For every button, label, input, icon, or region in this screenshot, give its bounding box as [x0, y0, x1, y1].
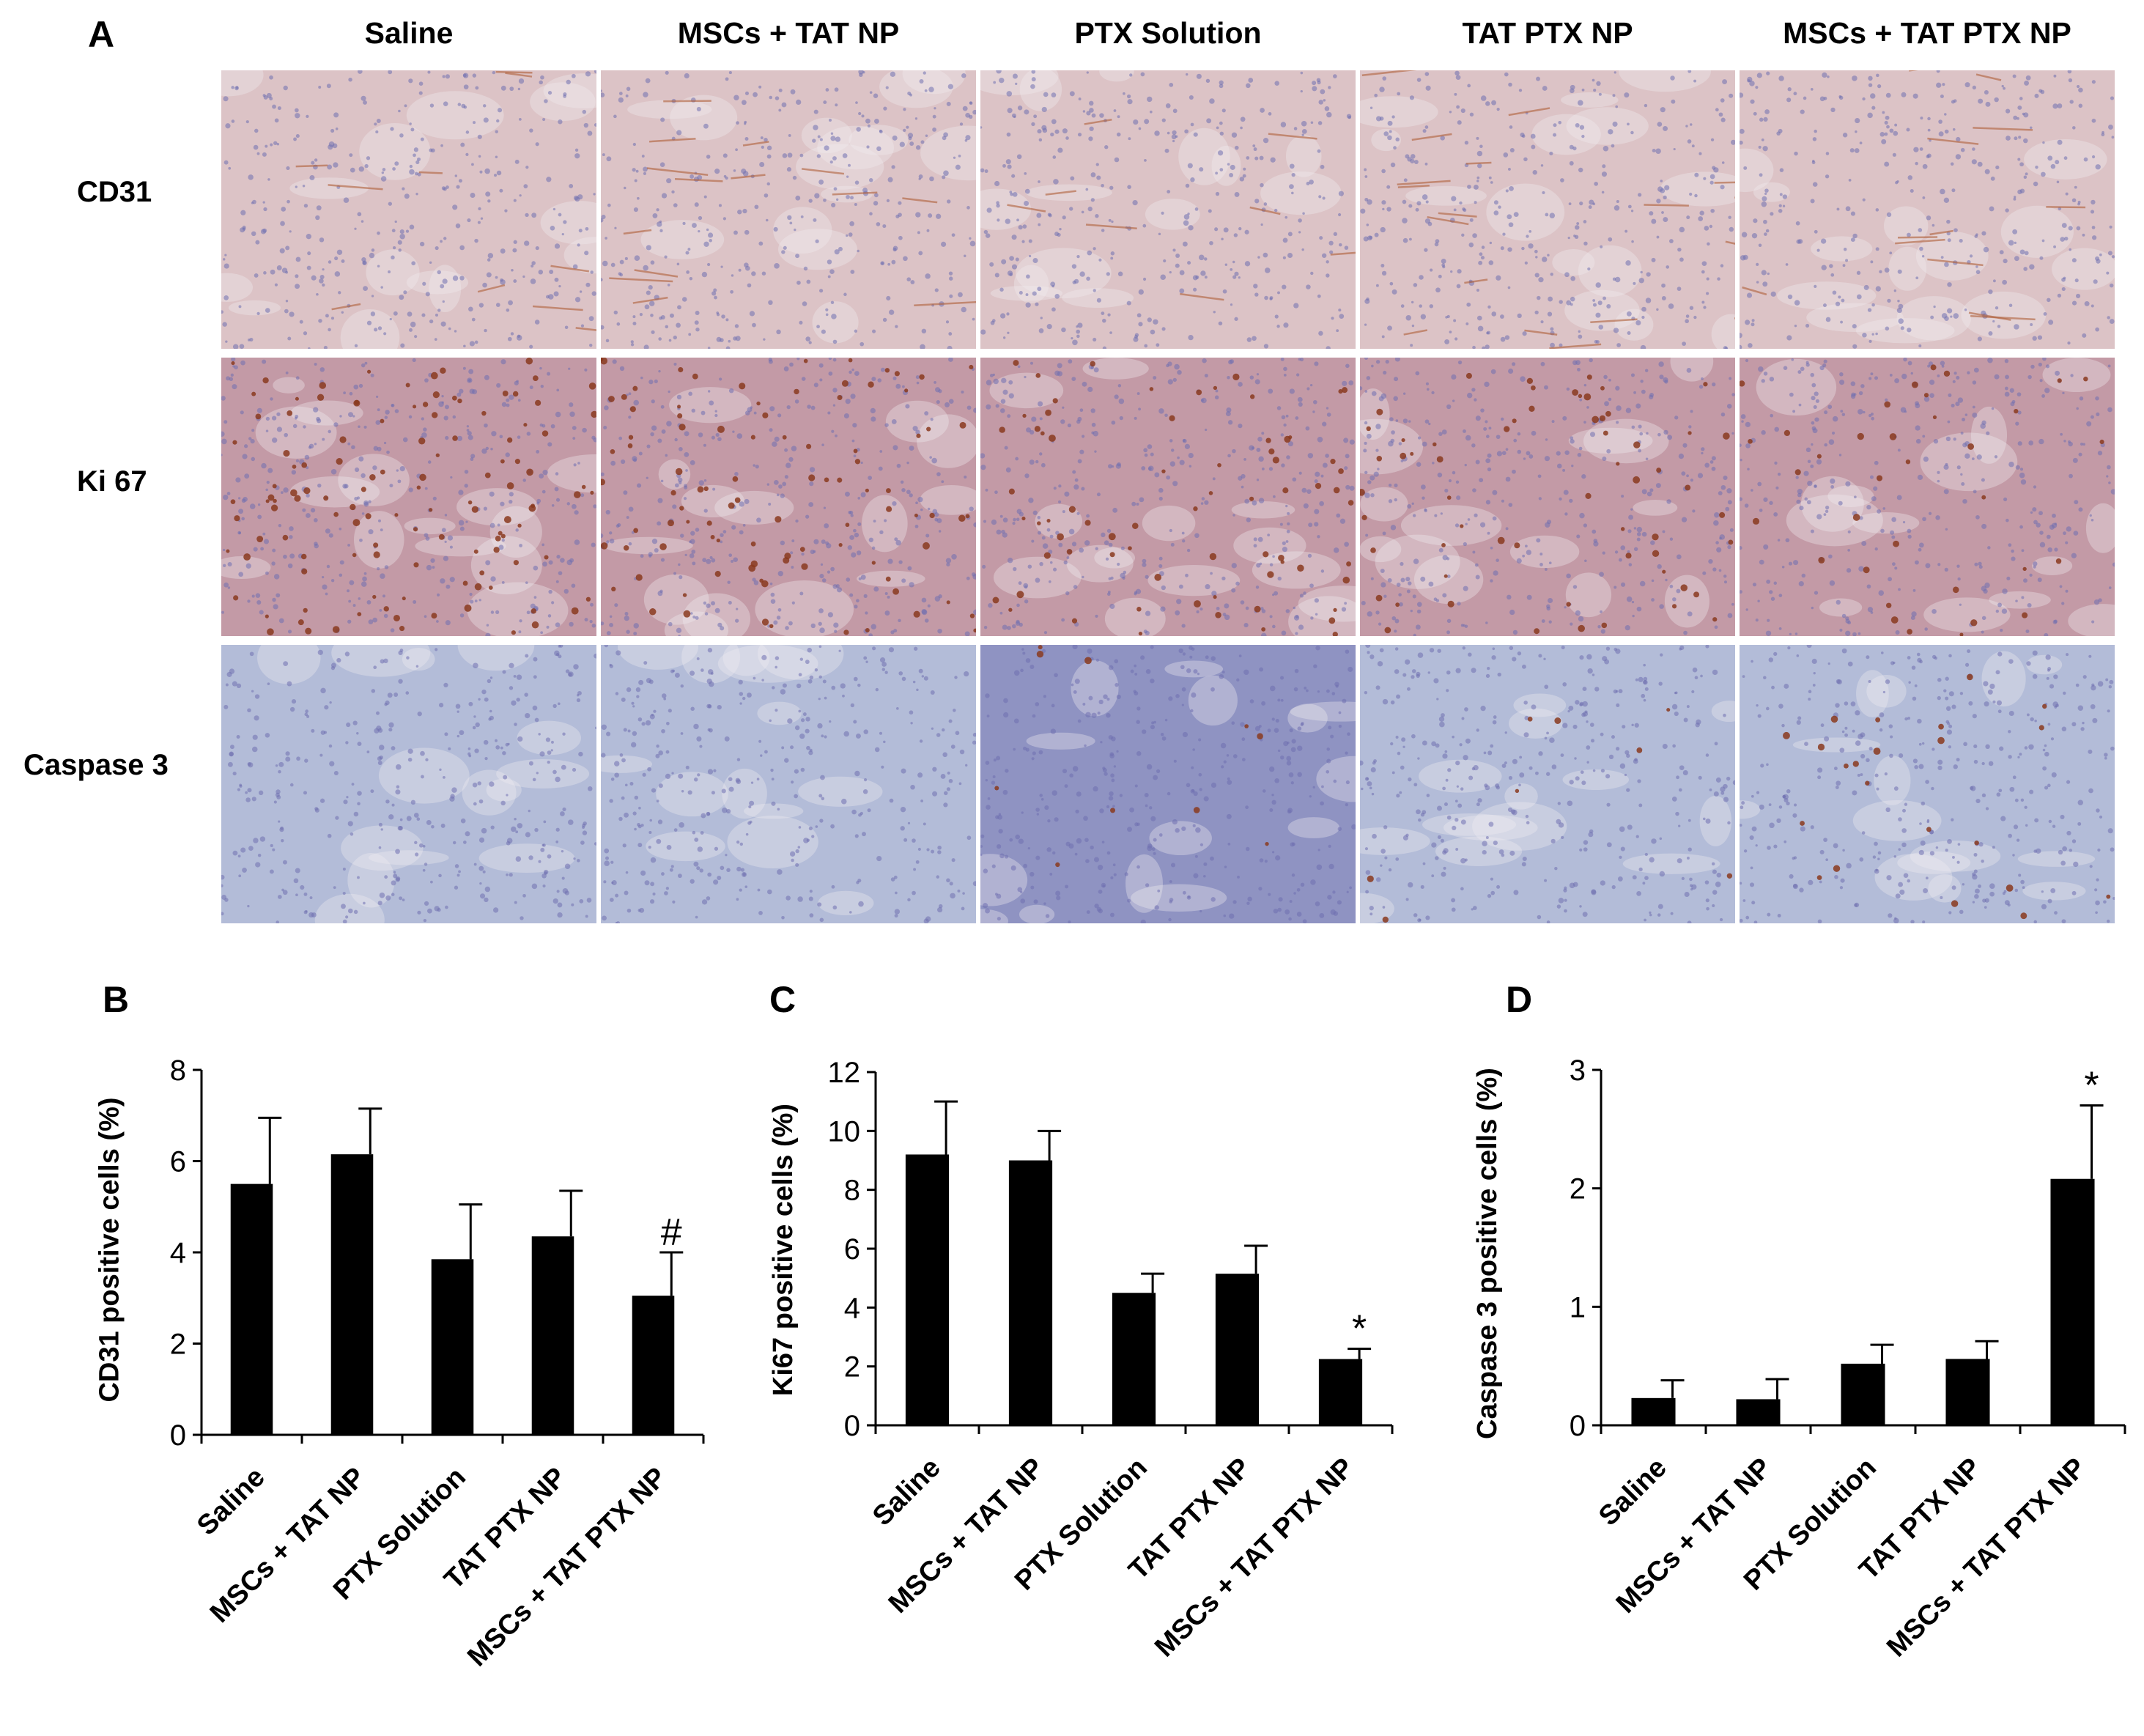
- micrograph-cd31-ptx-solution: [980, 70, 1356, 349]
- bar-saline: [1631, 1397, 1676, 1425]
- bar-ptx-solution: [431, 1259, 474, 1435]
- panel-c-letter: C: [769, 979, 796, 1020]
- micrograph-ki-67-saline: [221, 358, 596, 636]
- bar-mscs-tat-np: [1008, 1160, 1053, 1425]
- significance-mark: *: [1352, 1308, 1367, 1351]
- y-tick-label: 4: [170, 1237, 186, 1269]
- x-tick-label-mscs-tat-ptx-np: MSCs + TAT PTX NP: [1881, 1452, 2092, 1663]
- significance-mark: *: [2084, 1065, 2099, 1107]
- bar-tat-ptx-np: [531, 1236, 574, 1435]
- y-tick-label: 2: [170, 1329, 186, 1361]
- y-tick-label: 8: [170, 1054, 186, 1087]
- x-tick-label-saline: Saline: [1593, 1452, 1673, 1532]
- bar-mscs-tat-ptx-np: [2050, 1178, 2095, 1425]
- micrograph-cd31-mscs-tat-ptx-np: [1740, 70, 2115, 349]
- y-tick-label: 0: [170, 1419, 186, 1452]
- y-tick-label: 12: [828, 1057, 861, 1089]
- bar-tat-ptx-np: [1215, 1274, 1260, 1425]
- y-tick-label: 2: [1570, 1173, 1586, 1205]
- bar-ptx-solution: [1112, 1293, 1156, 1425]
- y-tick-label: 4: [844, 1292, 860, 1324]
- bar-mscs-tat-ptx-np: [632, 1296, 675, 1435]
- y-tick-label: 3: [1570, 1054, 1586, 1087]
- significance-mark: #: [661, 1211, 682, 1254]
- panel-d-letter: D: [1506, 979, 1533, 1020]
- micrograph-cd31-mscs-tat-np: [601, 70, 976, 349]
- y-tick-label: 8: [844, 1175, 860, 1207]
- y-tick-label: 0: [1570, 1410, 1586, 1442]
- column-heading-mscs-tat-np: MSCs + TAT NP: [677, 16, 900, 50]
- micrograph-ki-67-mscs-tat-np: [601, 358, 976, 636]
- micrograph-caspase-3-mscs-tat-ptx-np: [1740, 645, 2115, 923]
- panel-a-letter: A: [88, 14, 115, 55]
- y-tick-label: 1: [1570, 1291, 1586, 1323]
- column-heading-tat-ptx-np: TAT PTX NP: [1462, 16, 1633, 50]
- micrograph-ki-67-ptx-solution: [980, 358, 1356, 636]
- micrograph-caspase-3-ptx-solution: [980, 645, 1356, 923]
- panel-b-letter: B: [103, 979, 130, 1020]
- row-heading-ki67: Ki 67: [77, 465, 147, 498]
- y-tick-label: 10: [828, 1115, 861, 1148]
- bar-mscs-tat-ptx-np: [1318, 1359, 1363, 1425]
- column-heading-ptx-solution: PTX Solution: [1074, 16, 1262, 50]
- micrograph-cd31-tat-ptx-np: [1360, 70, 1735, 349]
- column-heading-saline: Saline: [364, 16, 454, 50]
- bar-mscs-tat-np: [330, 1154, 374, 1435]
- micrograph-ki-67-tat-ptx-np: [1360, 358, 1735, 636]
- bar-ptx-solution: [1841, 1363, 1885, 1425]
- y-tick-label: 0: [844, 1410, 860, 1442]
- bar-tat-ptx-np: [1945, 1359, 1990, 1425]
- row-heading-cd31: CD31: [77, 176, 152, 208]
- bar-saline: [905, 1154, 950, 1425]
- bar-saline: [230, 1183, 273, 1435]
- micrograph-caspase-3-tat-ptx-np: [1360, 645, 1735, 923]
- y-tick-label: 6: [844, 1233, 860, 1266]
- micrograph-caspase-3-saline: [221, 645, 596, 923]
- bar-mscs-tat-np: [1736, 1399, 1781, 1425]
- y-tick-label: 2: [844, 1351, 860, 1384]
- micrograph-cd31-saline: [221, 70, 596, 349]
- micrograph-caspase-3-mscs-tat-np: [601, 645, 976, 923]
- row-heading-caspase3: Caspase 3: [23, 749, 169, 781]
- micrograph-ki-67-mscs-tat-ptx-np: [1740, 358, 2115, 636]
- column-heading-mscs-tat-ptx-np: MSCs + TAT PTX NP: [1783, 16, 2071, 50]
- y-tick-label: 6: [170, 1146, 186, 1178]
